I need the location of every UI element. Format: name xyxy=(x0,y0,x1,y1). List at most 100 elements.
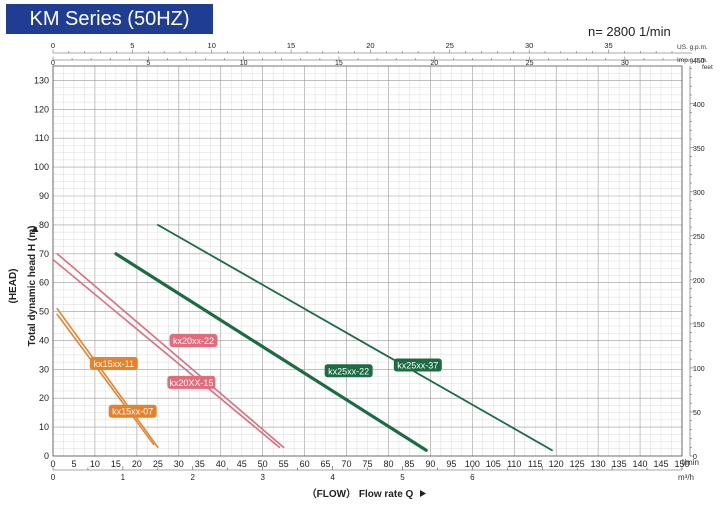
m3h-tick-label: 4 xyxy=(330,473,335,482)
y-tick-label: 70 xyxy=(39,249,49,259)
y-tick-label: 0 xyxy=(44,451,49,461)
series-badge xyxy=(169,333,218,347)
feet-tick-label: 200 xyxy=(693,278,705,285)
y-tick-label: 10 xyxy=(39,422,49,432)
x-tick-label: 140 xyxy=(633,459,648,469)
impgpm-tick-label: 10 xyxy=(240,60,248,67)
x-tick-label: 130 xyxy=(591,459,606,469)
y-tick-label: 110 xyxy=(35,133,49,143)
series-line-kx15xx-07 xyxy=(56,313,155,446)
feet-tick-label: 150 xyxy=(693,322,705,329)
x-tick-label: 40 xyxy=(216,459,226,469)
usgpm-tick-label: 0 xyxy=(51,41,55,50)
x-tick-label: 20 xyxy=(132,459,142,469)
m3h-tick-label: 6 xyxy=(470,473,475,482)
series-lines xyxy=(52,223,553,452)
usgpm-tick-label: 20 xyxy=(366,41,374,50)
usgpm-tick-label: 10 xyxy=(208,41,216,50)
series-badge xyxy=(324,364,373,378)
x-tick-label: 65 xyxy=(321,459,331,469)
y-axis-arrow-icon xyxy=(31,226,39,232)
feet-tick-label: 0 xyxy=(693,454,697,461)
impgpm-tick-label: 15 xyxy=(335,60,343,67)
y-tick-label: 20 xyxy=(39,393,49,403)
chart-title-box: KM Series (50HZ) xyxy=(6,4,213,34)
m3h-tick-label: 3 xyxy=(260,473,265,482)
x-tick-label: 15 xyxy=(111,459,121,469)
usgpm-tick-label: 5 xyxy=(130,41,134,50)
series-label-kx15xx-11: kx15xx-11 xyxy=(94,359,134,369)
x-tick-label: 80 xyxy=(383,459,393,469)
x2-unit-label: m³/h xyxy=(678,473,694,482)
y-tick-label: 120 xyxy=(34,104,49,114)
x-tick-label: 150 xyxy=(674,459,689,469)
feet-tick-label: 350 xyxy=(693,146,705,153)
y-tick-label: 80 xyxy=(39,220,49,230)
series-line-kx20xx-15 xyxy=(52,258,281,449)
m3h-tick-label: 1 xyxy=(121,473,126,482)
plot-frame xyxy=(52,65,683,457)
feet-tick-label: 50 xyxy=(693,410,701,417)
series-line-kx15xx-11 xyxy=(56,307,159,449)
series-label-kx25xx-22: kx25xx-22 xyxy=(328,366,369,376)
x-tick-label: 115 xyxy=(528,459,542,469)
m3h-tick-label: 5 xyxy=(400,473,405,482)
x-tick-label: 50 xyxy=(258,459,268,469)
impgpm-tick-label: 0 xyxy=(51,60,55,67)
series-badge xyxy=(393,358,442,372)
x-axis-label: （FLOW） Flow rate Q xyxy=(307,487,414,500)
series-label-kx15xx-07: kx15xx-07 xyxy=(112,407,153,417)
y-tick-label: 60 xyxy=(39,278,49,288)
right-unit-feet: feet xyxy=(702,64,713,71)
x-tick-label: 75 xyxy=(362,459,372,469)
y-axis-label: Total dynamic head H (m) xyxy=(27,226,38,347)
grid xyxy=(52,65,683,457)
x-tick-label: 30 xyxy=(174,459,184,469)
feet-tick-label: 300 xyxy=(693,190,705,197)
impgpm-tick-label: 30 xyxy=(621,60,629,67)
x-tick-label: 70 xyxy=(342,459,352,469)
x-tick-label: 145 xyxy=(654,459,669,469)
series-badge xyxy=(89,357,138,371)
series-line-kx20xx-22 xyxy=(56,252,285,449)
series-label-kx20xx-22: kx20xx-22 xyxy=(173,336,214,346)
usgpm-tick-label: 30 xyxy=(525,41,533,50)
series-line-kx25xx-22 xyxy=(114,252,428,452)
y-tick-label: 40 xyxy=(39,335,49,345)
x-tick-label: 5 xyxy=(71,459,76,469)
x-tick-label: 45 xyxy=(237,459,247,469)
m3h-tick-label: 0 xyxy=(51,473,56,482)
y-axis-group-label: (HEAD) xyxy=(8,269,19,304)
x-tick-label: 120 xyxy=(549,459,564,469)
y-tick-label: 100 xyxy=(34,162,49,172)
top-unit-impgpm: Imp.g.p.m. xyxy=(677,57,708,64)
y-tick-label: 50 xyxy=(39,307,49,317)
x-tick-label: 135 xyxy=(612,459,627,469)
x-tick-label: 95 xyxy=(446,459,456,469)
x-tick-label: 85 xyxy=(404,459,414,469)
usgpm-tick-label: 15 xyxy=(287,41,295,50)
series-line-kx25xx-37 xyxy=(156,223,553,452)
x-tick-label: 100 xyxy=(465,459,480,469)
y-tick-label: 130 xyxy=(34,75,49,85)
axes: 0 5 10 15 20 25 30 35 40 45 50 55 60 65 70 75 80 85 90 95 10… xyxy=(34,41,705,482)
y-tick-label: 30 xyxy=(39,364,49,374)
x-tick-label: 35 xyxy=(195,459,205,469)
y-tick-label: 90 xyxy=(39,191,49,201)
series-label-kx20xx-15: kx20XX-15 xyxy=(169,378,213,388)
x-tick-label: 90 xyxy=(425,459,435,469)
x-unit-label: l/min xyxy=(682,458,699,467)
x-tick-label: 0 xyxy=(50,459,55,469)
m3h-tick-label: 2 xyxy=(191,473,196,482)
x-tick-label: 60 xyxy=(300,459,310,469)
x-axis-arrow-icon xyxy=(420,490,426,497)
feet-tick-label: 250 xyxy=(693,234,705,241)
impgpm-tick-label: 25 xyxy=(526,60,534,67)
series-label-kx25xx-37: kx25xx-37 xyxy=(397,361,438,371)
x-tick-label: 25 xyxy=(153,459,163,469)
top-unit-usgpm: US. g.p.m. xyxy=(677,44,708,51)
rotation-speed-label: n= 2800 1/min xyxy=(588,24,671,39)
x-tick-label: 125 xyxy=(570,459,585,469)
x-tick-label: 55 xyxy=(279,459,289,469)
